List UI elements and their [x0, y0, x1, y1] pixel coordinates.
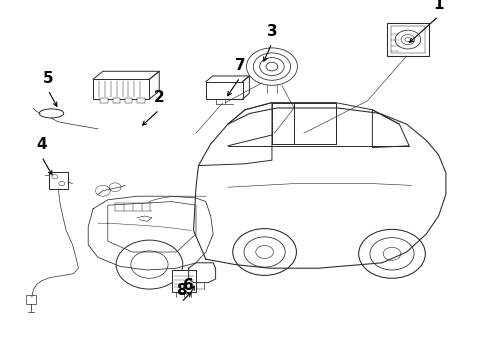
Bar	[172, 270, 196, 292]
Bar	[49, 172, 68, 189]
Bar	[100, 98, 108, 103]
Text: 6: 6	[183, 278, 194, 293]
Bar	[206, 82, 243, 99]
Text: 7: 7	[235, 58, 245, 73]
Bar	[113, 98, 120, 103]
Text: 5: 5	[43, 71, 53, 86]
Ellipse shape	[39, 109, 64, 118]
Text: 1: 1	[433, 0, 444, 12]
Bar	[137, 98, 145, 103]
Text: 2: 2	[154, 90, 165, 105]
Text: 4: 4	[36, 137, 47, 152]
Text: 8: 8	[176, 283, 187, 298]
Text: 3: 3	[267, 24, 277, 39]
Bar	[387, 23, 429, 56]
Bar	[391, 26, 425, 53]
Bar	[26, 295, 36, 304]
Bar	[93, 79, 149, 99]
Bar	[125, 98, 132, 103]
